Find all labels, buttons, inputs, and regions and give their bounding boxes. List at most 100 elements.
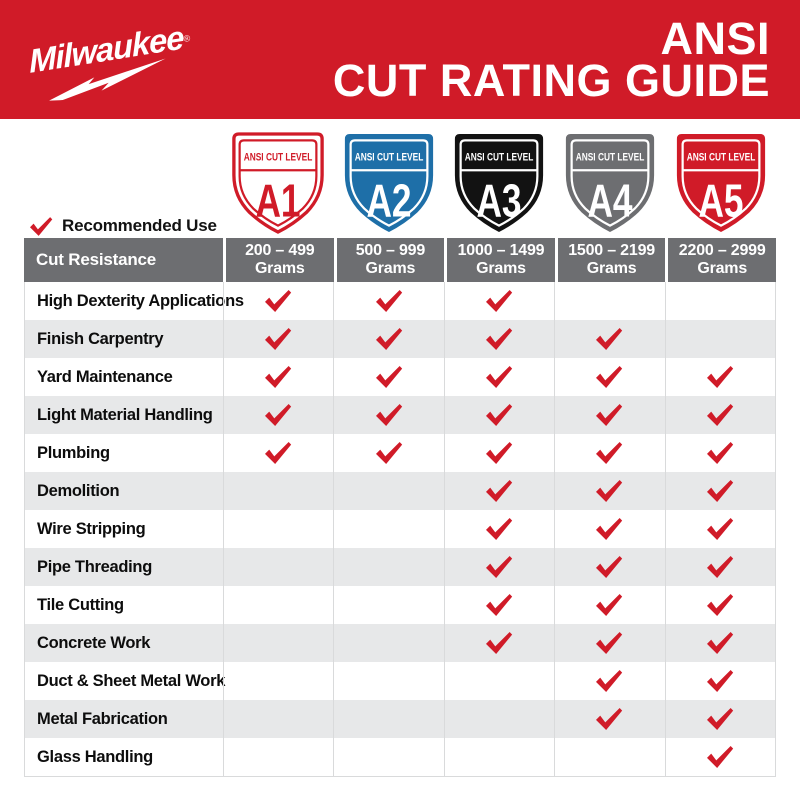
cut-level-cell bbox=[664, 738, 775, 776]
cut-level-cell bbox=[223, 738, 333, 776]
cut-level-cell bbox=[333, 700, 443, 738]
check-icon bbox=[485, 518, 513, 540]
cut-level-cell bbox=[664, 548, 775, 586]
cut-level-cell bbox=[443, 548, 554, 586]
cut-level-cell bbox=[443, 282, 554, 320]
column-header-unit: Grams bbox=[586, 260, 637, 277]
check-icon bbox=[596, 404, 623, 426]
table-row: High Dexterity Applications bbox=[25, 282, 775, 320]
cut-level-cell bbox=[223, 548, 333, 586]
table-row: Light Material Handling bbox=[25, 396, 775, 434]
row-label: Finish Carpentry bbox=[37, 329, 164, 348]
check-icon bbox=[375, 366, 402, 388]
table-row: Demolition bbox=[25, 472, 775, 510]
check-icon bbox=[375, 442, 402, 464]
shield-band-label: ANSI CUT LEVEL bbox=[355, 151, 424, 163]
cut-level-cell bbox=[333, 510, 443, 548]
row-label: Light Material Handling bbox=[37, 405, 213, 424]
check-icon bbox=[265, 328, 292, 350]
column-header-unit: Grams bbox=[476, 260, 526, 277]
cut-level-cell bbox=[554, 586, 664, 624]
header-banner: Milwaukee® ANSI CUT RATING GUIDE bbox=[0, 0, 800, 119]
cut-level-cell bbox=[664, 510, 775, 548]
check-icon bbox=[596, 328, 623, 350]
cut-level-cell bbox=[333, 282, 443, 320]
table-row: Finish Carpentry bbox=[25, 320, 775, 358]
column-header: 1500 – 2199 Grams bbox=[554, 238, 666, 282]
shield-slot: ANSI CUT LEVEL A4 bbox=[555, 130, 666, 238]
ansi-cut-level-shield-a3: ANSI CUT LEVEL A3 bbox=[455, 134, 544, 232]
cut-level-cell bbox=[443, 738, 554, 776]
recommended-use-legend: Recommended Use bbox=[30, 216, 217, 236]
shield-level-label: A4 bbox=[588, 174, 633, 226]
check-icon bbox=[265, 442, 292, 464]
cut-level-cell bbox=[554, 434, 664, 472]
table-row: Plumbing bbox=[25, 434, 775, 472]
check-icon bbox=[596, 480, 623, 502]
cut-level-cell bbox=[554, 320, 664, 358]
shield-slot: ANSI CUT LEVEL A5 bbox=[665, 130, 776, 238]
cut-level-cell bbox=[664, 396, 775, 434]
row-label: Tile Cutting bbox=[37, 595, 124, 614]
check-icon bbox=[485, 480, 513, 502]
shield-slots: ANSI CUT LEVEL A1 ANSI CUT LEVEL A2 ANSI CUT… bbox=[223, 130, 776, 238]
ansi-cut-level-shield-a1: ANSI CUT LEVEL A1 bbox=[232, 132, 325, 234]
cut-level-cell bbox=[664, 586, 775, 624]
cut-level-cell bbox=[554, 738, 664, 776]
cut-level-cell bbox=[333, 396, 443, 434]
column-header-unit: Grams bbox=[365, 260, 416, 277]
table-row: Wire Stripping bbox=[25, 510, 775, 548]
cut-level-cell bbox=[333, 472, 443, 510]
cut-level-cell bbox=[664, 624, 775, 662]
check-icon bbox=[265, 366, 292, 388]
ansi-cut-level-shield-a5: ANSI CUT LEVEL A5 bbox=[676, 134, 765, 232]
shield-slot: ANSI CUT LEVEL A1 bbox=[223, 130, 334, 238]
check-icon bbox=[30, 216, 53, 236]
shield-band-label: ANSI CUT LEVEL bbox=[686, 151, 755, 163]
cut-level-cell bbox=[223, 510, 333, 548]
cut-level-cell bbox=[223, 358, 333, 396]
check-icon bbox=[596, 594, 623, 616]
check-icon bbox=[485, 632, 513, 654]
column-header-range: 1000 – 1499 bbox=[457, 242, 545, 260]
cut-level-cell bbox=[554, 624, 664, 662]
cut-level-cell bbox=[223, 434, 333, 472]
column-header: 200 – 499 Grams bbox=[223, 238, 334, 282]
check-icon bbox=[706, 594, 733, 616]
cut-level-cell bbox=[554, 358, 664, 396]
cut-level-cell bbox=[664, 472, 775, 510]
shield-level-label: A3 bbox=[477, 174, 522, 226]
check-icon bbox=[706, 442, 733, 464]
row-label: Duct & Sheet Metal Work bbox=[37, 671, 226, 690]
row-label: Demolition bbox=[37, 481, 120, 500]
cut-level-cell bbox=[223, 700, 333, 738]
table-row: Glass Handling bbox=[25, 738, 775, 776]
registered-mark: ® bbox=[182, 32, 192, 44]
ansi-cut-level-shield-a4: ANSI CUT LEVEL A4 bbox=[565, 134, 655, 232]
table-row: Metal Fabrication bbox=[25, 700, 775, 738]
shield-slot: ANSI CUT LEVEL A3 bbox=[444, 130, 555, 238]
shield-strip: ANSI CUT LEVEL A1 ANSI CUT LEVEL A2 ANSI CUT… bbox=[0, 130, 800, 238]
cut-level-cell bbox=[443, 510, 554, 548]
check-icon bbox=[375, 290, 402, 312]
cut-rating-table: Cut Resistance 200 – 499 Grams 500 – 999 Gr… bbox=[24, 238, 776, 777]
page-title-line1: ANSI bbox=[660, 13, 770, 65]
row-label: Pipe Threading bbox=[37, 557, 152, 576]
cut-level-cell bbox=[333, 624, 443, 662]
check-icon bbox=[375, 328, 402, 350]
cut-level-cell bbox=[443, 358, 554, 396]
check-icon bbox=[706, 366, 733, 388]
shield-level-label: A5 bbox=[698, 174, 743, 226]
cut-level-cell bbox=[443, 662, 554, 700]
cut-level-cell bbox=[333, 586, 443, 624]
row-label: Plumbing bbox=[37, 443, 110, 462]
cut-level-cell bbox=[664, 700, 775, 738]
shield-level-label: A2 bbox=[366, 174, 411, 226]
check-icon bbox=[706, 404, 733, 426]
cut-level-cell bbox=[443, 700, 554, 738]
cut-level-cell bbox=[554, 700, 664, 738]
check-icon bbox=[596, 518, 623, 540]
check-icon bbox=[485, 366, 513, 388]
check-icon bbox=[596, 670, 623, 692]
cut-level-cell bbox=[443, 586, 554, 624]
